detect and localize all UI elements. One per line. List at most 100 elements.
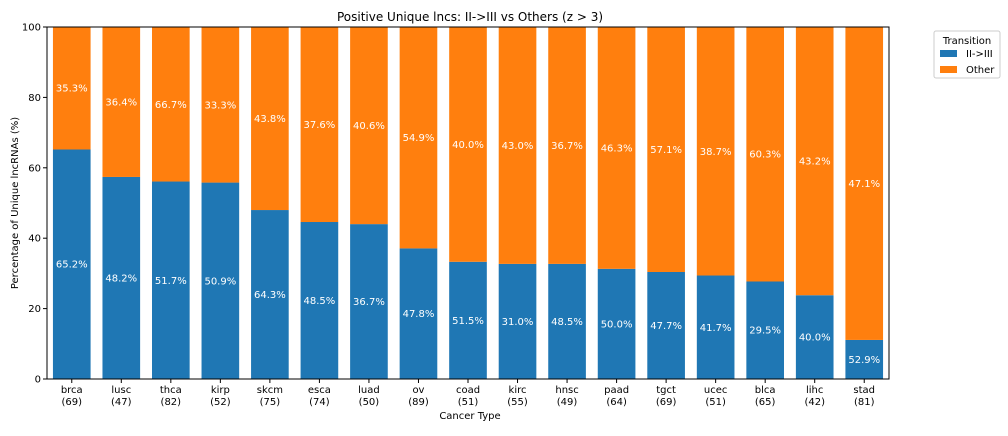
x-tick-label: (69)	[61, 397, 82, 408]
data-label: 36.4%	[105, 97, 137, 108]
bar-other	[350, 27, 388, 225]
bar-other	[498, 27, 537, 264]
data-label: 33.3%	[204, 100, 236, 111]
x-tick-label: (69)	[656, 397, 677, 408]
data-label: 35.3%	[56, 84, 88, 95]
chart-title: Positive Unique lncs: II->III vs Others …	[337, 10, 603, 24]
data-label: 40.6%	[353, 121, 385, 132]
x-tick-label: brca	[61, 385, 83, 396]
x-tick-label: esca	[308, 385, 331, 396]
y-tick-label: 40	[28, 234, 41, 245]
y-tick-label: 80	[28, 93, 41, 104]
legend: Transition II->III Other	[933, 30, 1001, 79]
x-tick-label: (75)	[260, 397, 281, 408]
x-tick-label: thca	[160, 385, 182, 396]
y-tick-label: 0	[35, 375, 41, 386]
bar-ii-iii	[350, 224, 388, 379]
x-tick-label: lihc	[806, 385, 823, 396]
bar-ii-iii	[548, 263, 586, 379]
bar-ii-iii	[300, 222, 339, 379]
data-label: 66.7%	[155, 100, 187, 111]
x-tick-label: blca	[755, 385, 776, 396]
bar-ii-iii	[399, 248, 438, 379]
x-tick-label: (55)	[507, 397, 528, 408]
data-label: 36.7%	[353, 297, 385, 308]
data-label: 57.1%	[650, 145, 682, 156]
bar-other	[845, 27, 884, 340]
x-tick-label: kirc	[509, 385, 527, 396]
data-label: 50.9%	[204, 276, 236, 287]
x-tick-label: (47)	[111, 397, 132, 408]
x-tick-label: (50)	[359, 397, 380, 408]
x-tick-label: tgct	[656, 385, 676, 396]
data-label: 40.0%	[452, 140, 484, 151]
data-label: 43.2%	[799, 157, 831, 168]
data-label: 60.3%	[749, 150, 781, 161]
x-tick-label: (74)	[309, 397, 330, 408]
bar-other	[795, 27, 834, 296]
bar-other	[152, 27, 190, 182]
data-label: 37.6%	[304, 120, 336, 131]
bar-ii-iii	[498, 263, 537, 379]
bar-ii-iii	[201, 182, 240, 379]
x-tick-label: (51)	[705, 397, 726, 408]
x-tick-label: (89)	[408, 397, 429, 408]
bar-other	[399, 27, 438, 249]
x-tick-label: (64)	[606, 397, 627, 408]
data-label: 48.5%	[551, 317, 583, 328]
bar-other	[52, 27, 91, 150]
x-tick-label: (51)	[458, 397, 479, 408]
data-label: 46.3%	[601, 143, 633, 154]
x-tick-label: coad	[456, 385, 480, 396]
bar-ii-iii	[449, 261, 487, 379]
data-label: 43.8%	[254, 114, 286, 125]
data-label: 54.9%	[403, 133, 435, 144]
data-label: 51.7%	[155, 276, 187, 287]
plot-frame	[46, 26, 890, 380]
x-axis-label: Cancer Type	[439, 411, 500, 422]
x-tick-label: (81)	[854, 397, 875, 408]
bar-other	[102, 27, 141, 177]
data-label: 52.9%	[848, 355, 880, 366]
bar-ii-iii	[152, 181, 190, 379]
data-label: 47.1%	[848, 179, 880, 190]
bar-ii-iii	[102, 176, 141, 379]
bar-ii-iii	[696, 275, 735, 379]
bar-ii-iii	[845, 339, 884, 379]
bar-other	[548, 27, 586, 264]
bar-other	[746, 27, 784, 282]
data-label: 48.5%	[304, 296, 336, 307]
bar-ii-iii	[251, 210, 289, 379]
x-tick-label: ucec	[704, 385, 728, 396]
data-label: 43.0%	[502, 141, 534, 152]
bar-ii-iii	[795, 295, 834, 379]
bar-ii-iii	[746, 281, 784, 379]
legend-label-other: Other	[966, 65, 995, 76]
x-tick-label: hnsc	[555, 385, 578, 396]
bar-other	[597, 27, 636, 269]
x-tick-label: stad	[853, 385, 875, 396]
x-tick-label: kirp	[211, 385, 230, 396]
x-tick-label: (65)	[755, 397, 776, 408]
data-label: 51.5%	[452, 316, 484, 327]
data-label: 50.0%	[601, 319, 633, 330]
bar-other	[449, 27, 487, 262]
x-tick-label: (82)	[161, 397, 182, 408]
x-tick-label: skcm	[257, 385, 283, 396]
plot-area: 65.2%35.3%brca(69)48.2%36.4%lusc(47)51.7…	[22, 23, 890, 408]
legend-swatch-ii-iii	[940, 50, 957, 57]
data-label: 29.5%	[749, 326, 781, 337]
y-tick-label: 60	[28, 163, 41, 174]
bar-other	[201, 27, 240, 183]
bar-ii-iii	[647, 271, 685, 379]
data-label: 64.3%	[254, 290, 286, 301]
data-label: 48.2%	[105, 273, 137, 284]
x-tick-label: ov	[412, 385, 424, 396]
y-axis-label: Percentage of Unique lncRNAs (%)	[10, 117, 21, 289]
data-label: 36.7%	[551, 141, 583, 152]
x-tick-label: luad	[358, 385, 380, 396]
bar-ii-iii	[597, 268, 636, 379]
data-label: 40.0%	[799, 333, 831, 344]
x-tick-label: lusc	[111, 385, 131, 396]
